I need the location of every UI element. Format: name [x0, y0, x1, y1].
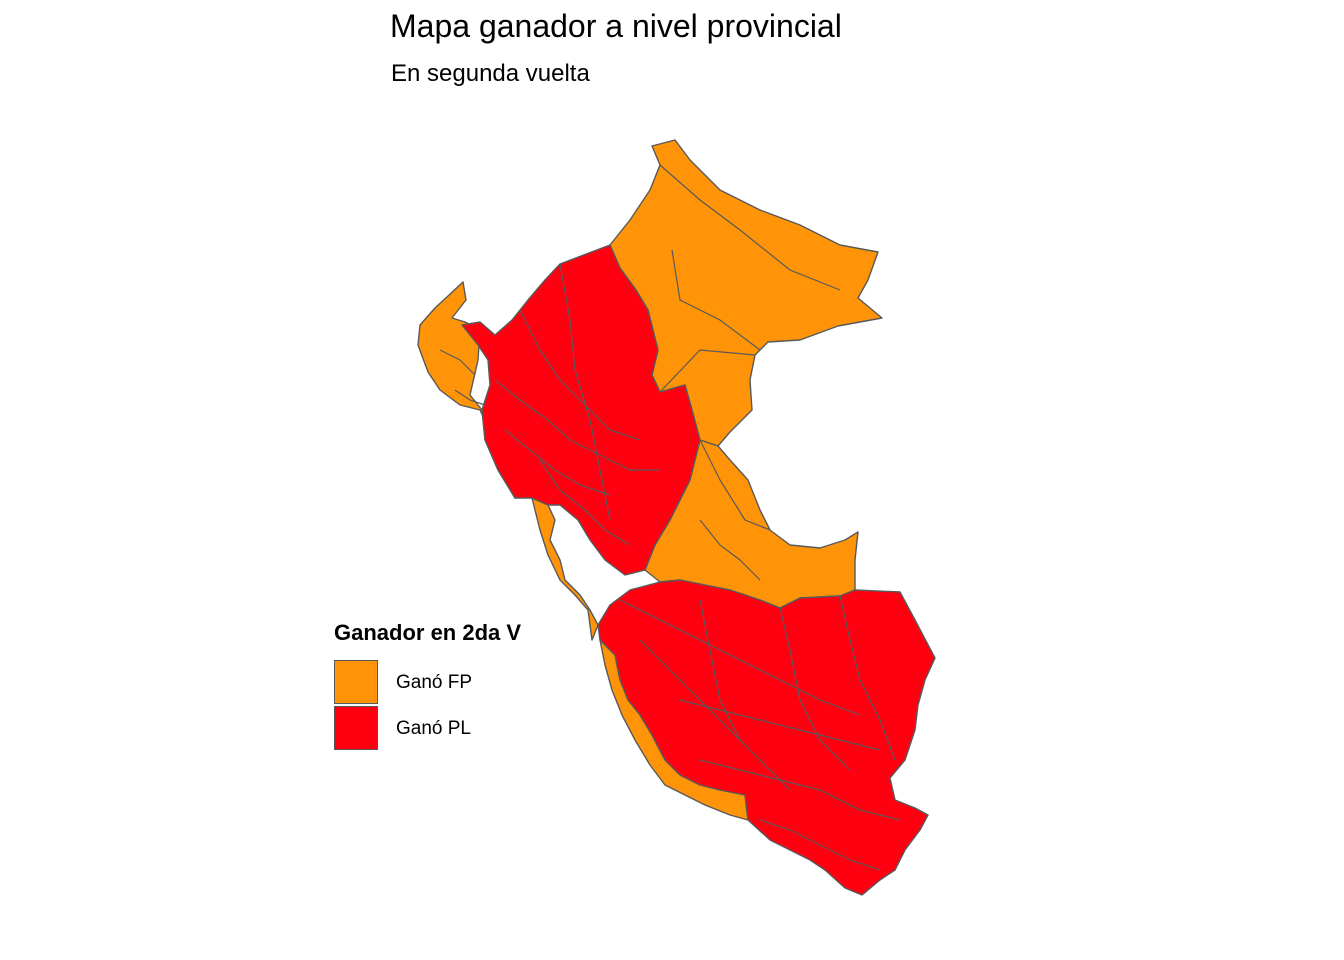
legend-swatch-pl	[334, 706, 378, 750]
region-gano-pl	[461, 244, 936, 896]
map-title: Mapa ganador a nivel provincial	[390, 8, 842, 44]
map-subtitle: En segunda vuelta	[391, 60, 590, 87]
province-region-coast-lima	[531, 497, 599, 641]
legend-item-fp: Ganó FP	[334, 660, 521, 706]
legend-label-pl: Ganó PL	[396, 718, 471, 739]
legend-item-pl: Ganó PL	[334, 706, 521, 752]
legend-label-fp: Ganó FP	[396, 672, 473, 693]
province-region-cajamarca	[461, 244, 701, 576]
legend: Ganador en 2da V Ganó FP Ganó PL	[334, 620, 521, 752]
province-region-south	[597, 579, 936, 896]
legend-swatch-fp	[334, 660, 378, 704]
legend-title: Ganador en 2da V	[334, 620, 522, 645]
province-borders	[439, 164, 901, 871]
